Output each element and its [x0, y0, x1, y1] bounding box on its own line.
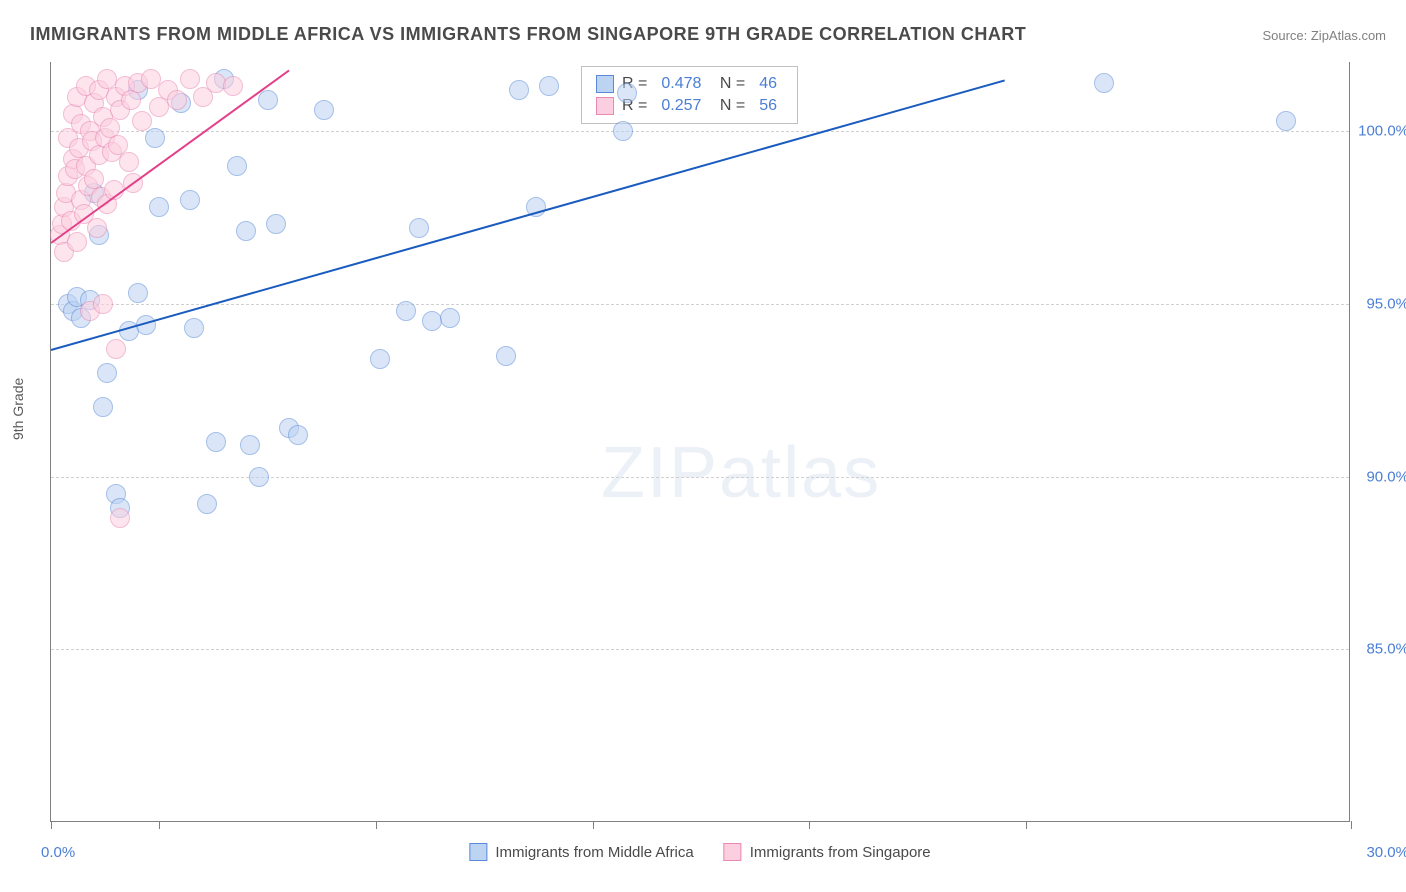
- legend-swatch-blue-icon: [469, 843, 487, 861]
- scatter-point: [119, 152, 139, 172]
- scatter-point: [314, 100, 334, 120]
- x-tick: [1351, 821, 1352, 829]
- scatter-point: [249, 467, 269, 487]
- scatter-point: [440, 308, 460, 328]
- watermark: ZIPatlas: [601, 432, 881, 514]
- scatter-point: [496, 346, 516, 366]
- x-tick: [809, 821, 810, 829]
- scatter-point: [1276, 111, 1296, 131]
- legend-label-pink: Immigrants from Singapore: [750, 844, 931, 861]
- series-legend: Immigrants from Middle Africa Immigrants…: [469, 843, 930, 861]
- scatter-point: [180, 190, 200, 210]
- scatter-point: [1094, 73, 1114, 93]
- source-attribution: Source: ZipAtlas.com: [1262, 28, 1386, 43]
- legend-swatch-blue-icon: [596, 75, 614, 93]
- scatter-point: [223, 76, 243, 96]
- correlation-legend: R = 0.478 N = 46 R = 0.257 N = 56: [581, 66, 798, 124]
- scatter-point: [396, 301, 416, 321]
- legend-swatch-pink-icon: [596, 97, 614, 115]
- n-label: N =: [715, 97, 745, 115]
- scatter-point: [184, 318, 204, 338]
- trend-line: [51, 79, 1005, 350]
- y-axis-title: 9th Grade: [10, 378, 26, 440]
- scatter-point: [236, 221, 256, 241]
- chart-title: IMMIGRANTS FROM MIDDLE AFRICA VS IMMIGRA…: [30, 24, 1026, 45]
- scatter-point: [206, 432, 226, 452]
- legend-swatch-pink-icon: [724, 843, 742, 861]
- legend-label-blue: Immigrants from Middle Africa: [495, 844, 693, 861]
- scatter-point: [288, 425, 308, 445]
- legend-item-blue: Immigrants from Middle Africa: [469, 843, 693, 861]
- x-axis-min-label: 0.0%: [41, 844, 75, 861]
- gridline: [51, 477, 1349, 478]
- x-axis-max-label: 30.0%: [1366, 844, 1406, 861]
- gridline: [51, 304, 1349, 305]
- scatter-point: [613, 121, 633, 141]
- page-container: IMMIGRANTS FROM MIDDLE AFRICA VS IMMIGRA…: [0, 0, 1406, 892]
- n-value-pink: 56: [759, 97, 777, 115]
- chart-plot-area: ZIPatlas R = 0.478 N = 46 R = 0.257 N = …: [50, 62, 1350, 822]
- scatter-point: [539, 76, 559, 96]
- scatter-point: [167, 90, 187, 110]
- x-tick: [159, 821, 160, 829]
- scatter-point: [110, 508, 130, 528]
- x-tick: [593, 821, 594, 829]
- scatter-point: [617, 83, 637, 103]
- scatter-point: [149, 197, 169, 217]
- scatter-point: [370, 349, 390, 369]
- scatter-point: [132, 111, 152, 131]
- scatter-point: [67, 232, 87, 252]
- y-tick-label: 100.0%: [1358, 123, 1406, 140]
- scatter-point: [266, 214, 286, 234]
- y-tick-label: 85.0%: [1366, 641, 1406, 658]
- scatter-point: [145, 128, 165, 148]
- scatter-point: [97, 363, 117, 383]
- scatter-point: [128, 283, 148, 303]
- scatter-point: [197, 494, 217, 514]
- x-tick: [51, 821, 52, 829]
- scatter-point: [93, 397, 113, 417]
- gridline: [51, 131, 1349, 132]
- scatter-point: [509, 80, 529, 100]
- n-label: N =: [715, 75, 745, 93]
- scatter-point: [106, 339, 126, 359]
- scatter-point: [180, 69, 200, 89]
- y-tick-label: 95.0%: [1366, 295, 1406, 312]
- x-tick: [1026, 821, 1027, 829]
- scatter-point: [93, 294, 113, 314]
- y-tick-label: 90.0%: [1366, 468, 1406, 485]
- scatter-point: [409, 218, 429, 238]
- gridline: [51, 649, 1349, 650]
- n-value-blue: 46: [759, 75, 777, 93]
- r-value-pink: 0.257: [661, 97, 701, 115]
- scatter-point: [258, 90, 278, 110]
- scatter-point: [87, 218, 107, 238]
- r-value-blue: 0.478: [661, 75, 701, 93]
- legend-item-pink: Immigrants from Singapore: [724, 843, 931, 861]
- scatter-point: [240, 435, 260, 455]
- scatter-point: [121, 90, 141, 110]
- x-tick: [376, 821, 377, 829]
- scatter-point: [227, 156, 247, 176]
